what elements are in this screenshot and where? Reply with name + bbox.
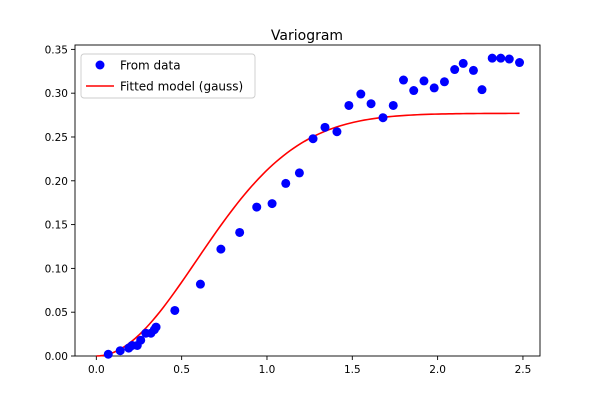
y-tick-label: 0.00 <box>45 351 68 363</box>
data-point <box>458 58 468 68</box>
data-point <box>216 244 226 254</box>
y-axis: 0.00 0.05 0.10 0.15 0.20 0.25 0.30 0.35 <box>45 44 75 363</box>
data-point <box>409 86 419 96</box>
data-point <box>195 279 205 289</box>
data-point <box>252 202 262 212</box>
data-point <box>496 53 506 63</box>
data-point <box>235 227 245 237</box>
x-tick-label: 2.0 <box>429 364 446 376</box>
data-point <box>439 77 449 87</box>
fitted-model-layer <box>96 112 520 357</box>
data-point <box>170 305 180 315</box>
data-point <box>320 122 330 132</box>
legend-box <box>80 53 256 99</box>
y-tick-label: 0.15 <box>45 220 68 232</box>
x-tick-label: 1.0 <box>259 364 276 376</box>
y-tick-label: 0.25 <box>45 132 68 144</box>
legend-label-fitted-model: Fitted model (gauss) <box>120 80 243 94</box>
y-tick-label: 0.10 <box>45 263 68 275</box>
x-tick-label: 0.0 <box>88 364 105 376</box>
x-tick-label: 0.5 <box>173 364 190 376</box>
data-point <box>332 127 342 137</box>
data-points-layer <box>103 53 525 359</box>
data-point <box>515 58 525 68</box>
data-point <box>103 349 113 359</box>
x-tick-label: 1.5 <box>344 364 361 376</box>
legend: From data Fitted model (gauss) <box>80 53 256 99</box>
data-point <box>429 83 439 93</box>
data-point <box>267 199 277 209</box>
axes-frame <box>74 44 541 357</box>
data-point <box>398 75 408 85</box>
data-point <box>281 178 291 188</box>
y-tick-label: 0.35 <box>45 44 68 56</box>
plot-area: 0.0 0.5 1.0 1.5 2.0 2.5 0.000.050.100.150.200… <box>45 44 541 376</box>
data-point <box>344 100 354 110</box>
data-point <box>419 76 429 86</box>
data-point <box>450 65 460 75</box>
x-axis: 0.0 0.5 1.0 1.5 2.0 2.5 <box>88 356 531 376</box>
data-point <box>477 85 487 95</box>
data-point <box>504 54 514 64</box>
data-point <box>308 134 318 144</box>
data-point <box>151 322 161 332</box>
data-point <box>294 168 304 178</box>
data-point <box>487 53 497 63</box>
fitted-model-line <box>96 112 520 357</box>
legend-label-from-data: From data <box>120 59 181 73</box>
legend-marker-from-data <box>95 60 105 70</box>
chart-title: Variogram <box>271 28 343 44</box>
data-point <box>468 65 478 75</box>
y-tick-label: 0.05 <box>45 307 68 319</box>
data-point <box>136 335 146 345</box>
data-point <box>378 113 388 123</box>
data-point <box>366 99 376 109</box>
data-point <box>115 346 125 356</box>
data-point <box>356 89 366 99</box>
y-tick-label: 0.20 <box>45 176 68 188</box>
data-point <box>388 100 398 110</box>
x-tick-label: 2.5 <box>515 364 532 376</box>
y-tick-label: 0.30 <box>45 88 68 100</box>
